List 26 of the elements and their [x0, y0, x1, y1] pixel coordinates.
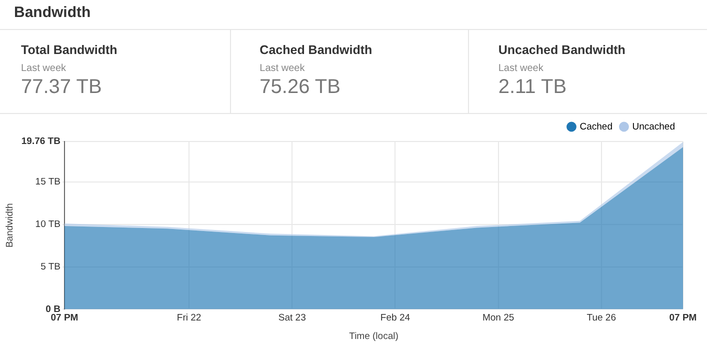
x-tick-label: 07 PM	[50, 312, 78, 324]
text: Total Bandwidth	[21, 43, 118, 57]
x-tick-label: Tue 26	[586, 312, 616, 324]
legend-label: Cached	[580, 121, 612, 132]
text: Cached Bandwidth	[260, 43, 374, 57]
y-tick-label: 15 TB	[35, 176, 60, 188]
legend-label: Uncached	[632, 121, 676, 132]
text: 77.37 TB	[21, 76, 103, 99]
text: Bandwidth	[14, 4, 92, 21]
text: Last week	[498, 63, 544, 74]
y-tick-label: 19.76 TB	[21, 136, 61, 148]
x-tick-label: Sat 23	[278, 312, 306, 324]
text: Last week	[260, 63, 306, 74]
x-tick-label: Fri 22	[176, 312, 202, 324]
text: Last week	[21, 63, 68, 74]
text: 75.26 TB	[260, 76, 342, 99]
x-tick-label: Mon 25	[482, 312, 514, 324]
x-axis-title: Time (local)	[349, 330, 398, 342]
x-tick-label: 07 PM	[669, 312, 697, 324]
x-tick-label: Feb 24	[380, 312, 410, 324]
text: 2.11 TB	[498, 76, 568, 99]
y-tick-label: 0 B	[46, 304, 61, 315]
y-axis-title: Bandwidth	[4, 203, 16, 248]
text: Uncached Bandwidth	[498, 43, 626, 57]
y-tick-label: 5 TB	[40, 261, 60, 272]
y-tick-label: 10 TB	[35, 218, 60, 230]
